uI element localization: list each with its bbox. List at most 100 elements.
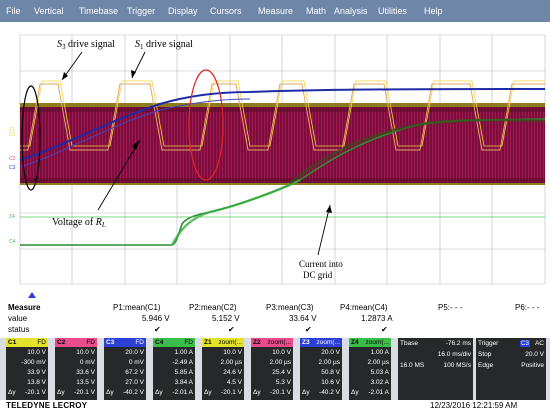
scope-display[interactable]: S3 drive signal S1 drive signal Voltage … xyxy=(0,22,550,300)
channel-value-row: 33.9 V xyxy=(27,369,46,376)
s1-drive-signal xyxy=(20,83,545,151)
channel-mode: zoom(... xyxy=(218,339,242,346)
current-annotation-line2: DC grid xyxy=(303,270,333,280)
channel-value-row: 3.02 A xyxy=(370,379,389,386)
p3-status-check: ✔ xyxy=(305,325,312,334)
trigger-coupling: AC xyxy=(534,340,544,347)
channel-box-c3[interactable]: C3 FD 20.0 V 0 mV 67.2 V 27.0 V -40.2 V Δy xyxy=(104,338,146,400)
menu-vertical[interactable]: Vertical xyxy=(34,6,64,16)
trigger-position-marker[interactable] xyxy=(28,292,36,298)
menu-timebase[interactable]: Timebase xyxy=(79,6,119,16)
menu-analysis[interactable]: Analysis xyxy=(334,6,368,16)
channel-id: Z3 xyxy=(302,339,310,346)
trigger-level: 20.0 V xyxy=(525,351,544,358)
channel-header-c1: C1 FD xyxy=(6,338,48,347)
current-annotation-line1: Current into xyxy=(299,259,343,269)
channel-value-row: 10.0 V xyxy=(272,349,291,356)
trigger-type: Edge xyxy=(478,362,494,369)
trigger-box[interactable]: Trigger AC C3 Stop 20.0 V Edge Positive xyxy=(476,338,546,400)
p3-name[interactable]: P3:mean(C3) xyxy=(266,303,314,312)
c3-voltage-trace xyxy=(19,88,546,161)
channel-mode: FD xyxy=(184,339,193,346)
channel-box-c4[interactable]: C4 FD 1.00 A -2.49 A 5.85 A 3.84 A -2.01 A Δy xyxy=(153,338,195,400)
menu-file[interactable]: File xyxy=(6,6,21,16)
channel-box-z3[interactable]: Z3 zoom(... 20.0 V 2.00 µs 50.8 V 10.6 V -40.2… xyxy=(300,338,342,400)
annotation-arrowheads xyxy=(62,70,332,213)
channel-descriptor-panel: C1 FD 10.0 V -300 mV 33.9 V 13.8 V -20.1 V Δy C2… xyxy=(0,338,550,400)
channel-value-row: 27.0 V xyxy=(125,379,144,386)
p4-value: 1.2873 A xyxy=(361,314,393,323)
menu-utilities[interactable]: Utilities xyxy=(378,6,408,16)
channel-value-row: 10.0 V xyxy=(223,349,242,356)
p2-name[interactable]: P2:mean(C2) xyxy=(189,303,237,312)
footer-bar: TELEDYNE LECROY 12/23/2016 12:21:59 AM xyxy=(0,400,550,413)
timebase-offset: -76.2 ms xyxy=(445,340,471,347)
channel-header-c3: C3 FD xyxy=(104,338,146,347)
menu-bar: File Vertical Timebase Trigger Display C… xyxy=(0,0,550,22)
channel-id: C4 xyxy=(155,339,164,346)
channel-value-row: -2.01 A xyxy=(368,389,389,396)
channel-value-row: -40.2 V xyxy=(319,389,340,396)
channel-mode: FD xyxy=(135,339,144,346)
p6-name[interactable]: P6:- - - xyxy=(515,303,540,312)
c2-top-edge xyxy=(20,107,545,112)
delta-y-label: Δy xyxy=(57,389,65,396)
channel-box-z2[interactable]: Z2 zoom(... 10.0 V 2.00 µs 25.4 V 5.3 V -20.1 … xyxy=(251,338,293,400)
marker-c1: C1 xyxy=(9,132,16,138)
channel-value-row: 1.00 A xyxy=(370,349,389,356)
p1-name[interactable]: P1:mean(C1) xyxy=(113,303,161,312)
channel-value-row: 67.2 V xyxy=(125,369,144,376)
channel-value-row: 25.4 V xyxy=(272,369,291,376)
menu-measure[interactable]: Measure xyxy=(258,6,294,16)
menu-display[interactable]: Display xyxy=(168,6,198,16)
c4-upper-band xyxy=(289,118,546,185)
channel-mode: zoom(... xyxy=(365,339,389,346)
timebase-box[interactable]: Tbase -76.2 ms 16.0 ms/div 16.0 MS 100 MS/s xyxy=(398,338,473,400)
delta-y-label: Δy xyxy=(253,389,261,396)
channel-value-row: -20.1 V xyxy=(221,389,242,396)
channel-box-z1[interactable]: Z1 zoom(... 10.0 V 2.00 µs 24.6 V 4.5 V -20.1 … xyxy=(202,338,244,400)
channel-value-row: 3.84 A xyxy=(174,379,193,386)
marker-c4: C4 xyxy=(9,239,16,245)
channel-box-c2[interactable]: C2 FD 10.0 V 0 mV 33.6 V 13.5 V -20.1 V Δy xyxy=(55,338,97,400)
p1-status-check: ✔ xyxy=(154,325,161,334)
channel-id: Z1 xyxy=(204,339,212,346)
channel-mode: zoom(... xyxy=(267,339,291,346)
channel-value-row: -300 mV xyxy=(21,359,46,366)
menu-help[interactable]: Help xyxy=(424,6,443,16)
measure-heading: Measure xyxy=(8,303,41,312)
channel-value-row: 10.6 V xyxy=(321,379,340,386)
channel-value-row: -20.1 V xyxy=(270,389,291,396)
voltage-rl-annotation: Voltage of RL xyxy=(52,217,106,229)
channel-value-row: 2.00 µs xyxy=(318,359,340,366)
marker-c3: C3 xyxy=(9,165,16,171)
brand-logo: TELEDYNE LECROY xyxy=(6,401,88,410)
channel-value-row: 33.6 V xyxy=(76,369,95,376)
channel-value-row: 5.85 A xyxy=(174,369,193,376)
channel-header-c4: C4 FD xyxy=(153,338,195,347)
menu-math[interactable]: Math xyxy=(306,6,327,16)
delta-y-label: Δy xyxy=(155,389,163,396)
channel-value-row: 13.8 V xyxy=(27,379,46,386)
channel-value-row: 13.5 V xyxy=(76,379,95,386)
p4-name[interactable]: P4:mean(C4) xyxy=(340,303,388,312)
p5-name[interactable]: P5:- - - xyxy=(438,303,463,312)
channel-mode: zoom(... xyxy=(316,339,340,346)
channel-value-row: 0 mV xyxy=(128,359,144,366)
delta-y-label: Δy xyxy=(302,389,310,396)
menu-trigger[interactable]: Trigger xyxy=(127,6,156,16)
menu-cursors[interactable]: Cursors xyxy=(210,6,242,16)
transition-ellipse-marker xyxy=(188,69,224,181)
channel-value-row: 10.0 V xyxy=(76,349,95,356)
channel-header-z2: Z2 zoom(... xyxy=(251,338,293,347)
s1-annotation: S1 drive signal xyxy=(135,39,193,51)
channel-value-row: 0 mV xyxy=(79,359,95,366)
channel-value-row: 5.3 V xyxy=(275,379,291,386)
channel-box-c1[interactable]: C1 FD 10.0 V -300 mV 33.9 V 13.8 V -20.1 V Δy xyxy=(6,338,48,400)
timebase-rate: 100 MS/s xyxy=(443,362,471,369)
channel-box-z4[interactable]: Z4 zoom(... 1.00 A 2.00 µs 5.03 A 3.02 A -2.01… xyxy=(349,338,391,400)
trigger-slope: Positive xyxy=(521,362,544,369)
channel-value-row: 5.03 A xyxy=(370,369,389,376)
delta-y-label: Δy xyxy=(204,389,212,396)
channel-id: Z2 xyxy=(253,339,261,346)
